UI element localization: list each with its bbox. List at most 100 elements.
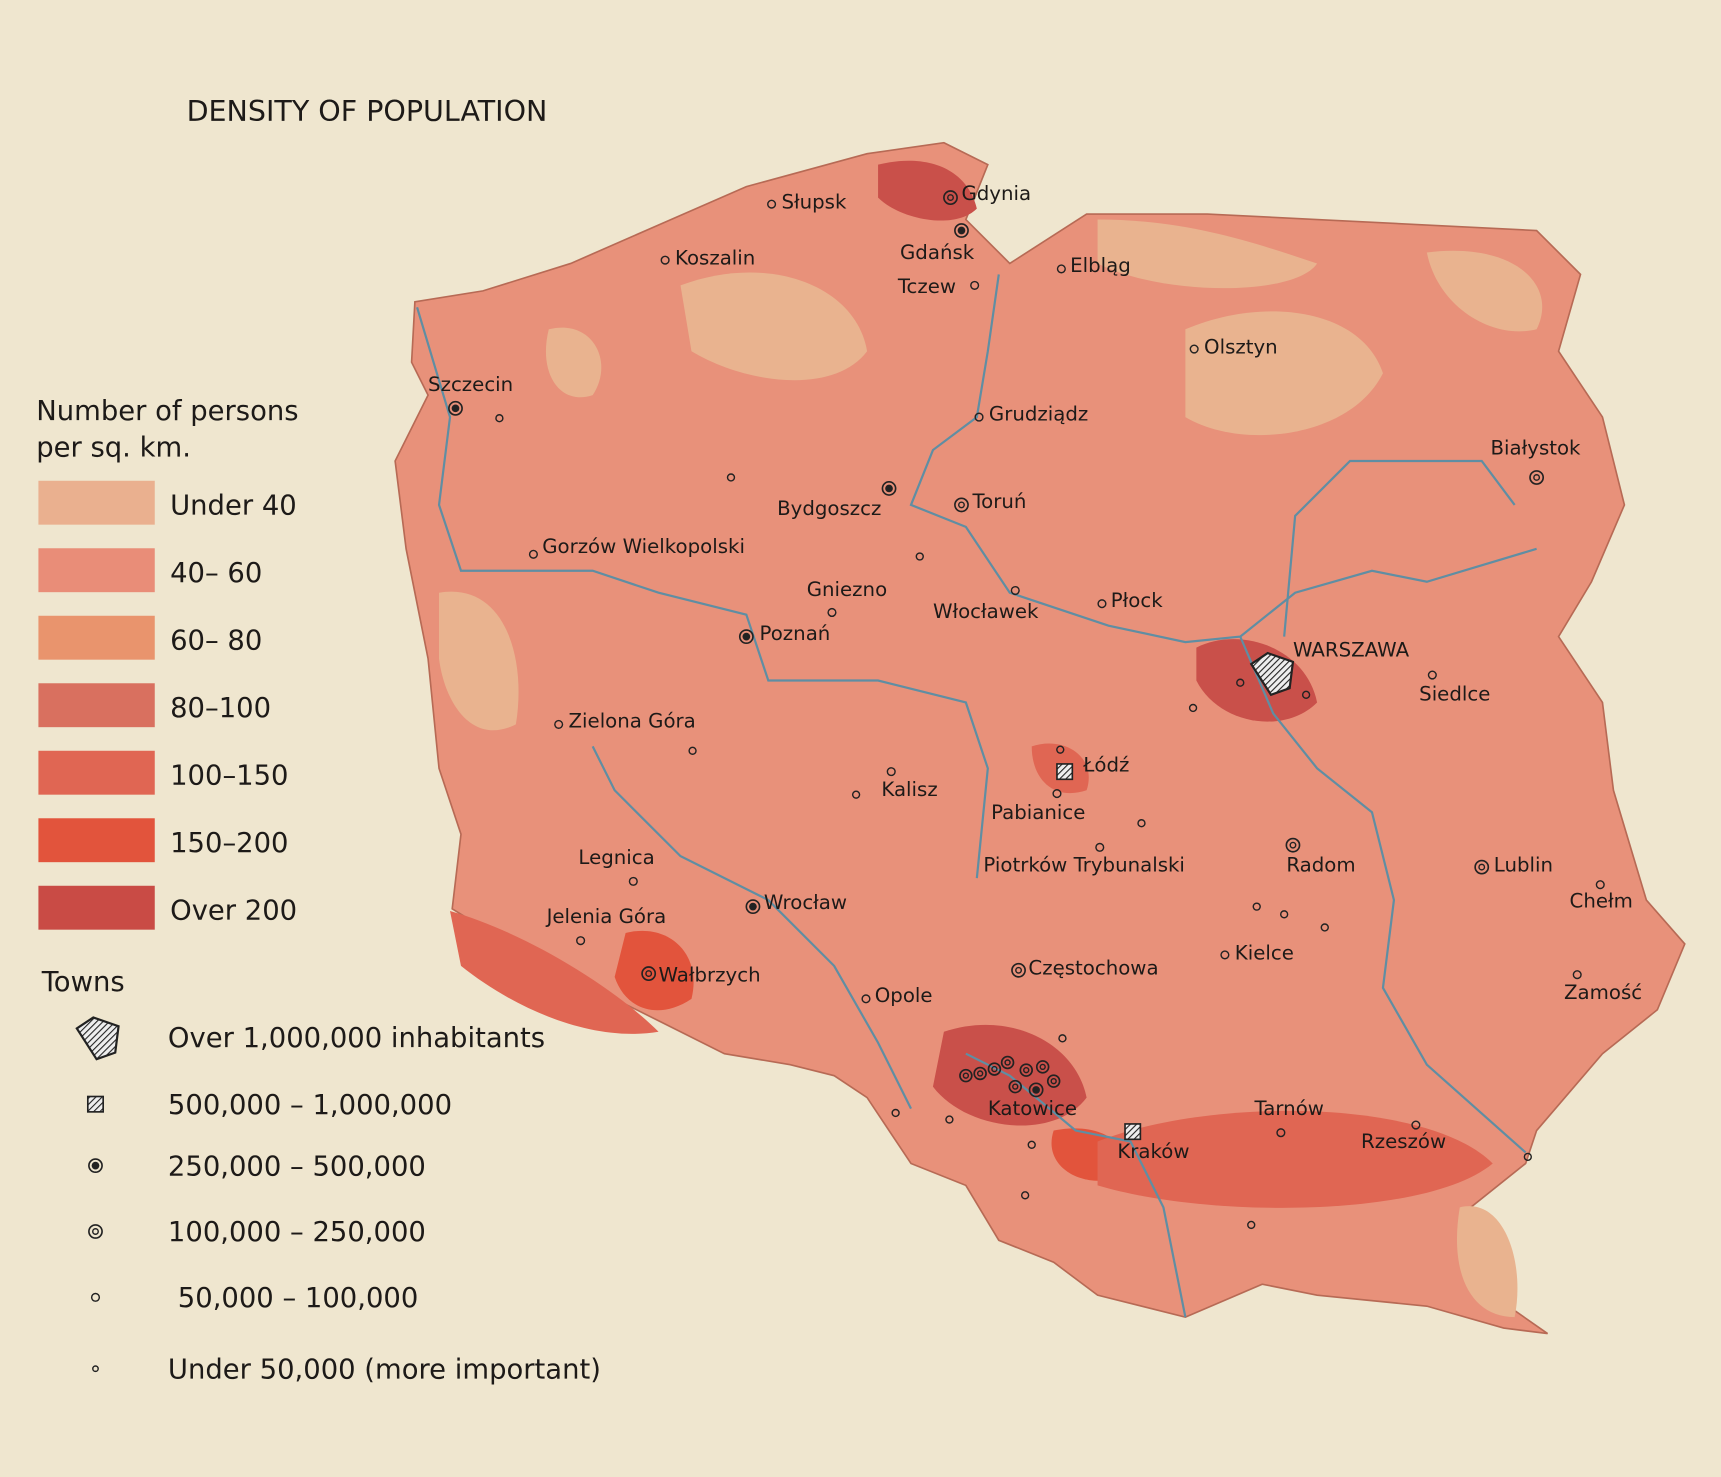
town-symbol <box>745 899 761 915</box>
town-label: Chełm <box>1570 890 1633 913</box>
town-symbol <box>885 484 893 493</box>
town-label: Gorzów Wielkopolski <box>542 535 745 558</box>
town-symbol <box>1032 1086 1040 1094</box>
town-label: Gdańsk <box>900 241 975 264</box>
town-symbol <box>1050 1077 1057 1085</box>
town-label: WARSZAWA <box>1293 638 1410 661</box>
town-symbol <box>75 1016 120 1061</box>
town-symbol <box>1058 1034 1067 1043</box>
town-symbol <box>1236 678 1245 687</box>
legend-swatch <box>38 615 155 660</box>
town-label: Tczew <box>897 275 956 298</box>
town-symbol <box>958 501 965 509</box>
town-symbol <box>1056 264 1066 274</box>
town-symbol <box>1095 842 1105 852</box>
town-label: Jelenia Góra <box>545 905 667 928</box>
town-symbol <box>1000 1055 1015 1070</box>
town-label: Łódź <box>1082 754 1129 777</box>
town-symbol <box>1285 837 1301 853</box>
town-symbol <box>742 632 751 641</box>
legend-title: Towns <box>41 967 125 998</box>
town-symbol <box>1276 1128 1286 1138</box>
town-symbol <box>962 1072 970 1079</box>
town-symbol <box>88 1224 103 1239</box>
town-symbol <box>1010 585 1020 596</box>
town-symbol <box>645 970 653 978</box>
legend-label: 500,000 – 1,000,000 <box>168 1090 452 1121</box>
town-symbol <box>1027 1140 1036 1149</box>
town-symbol <box>1533 474 1541 481</box>
town-symbol <box>1012 1083 1019 1090</box>
town-label: Kielce <box>1235 941 1294 964</box>
legend-label: 50,000 – 100,000 <box>178 1283 419 1314</box>
town-symbol <box>827 607 837 618</box>
town-symbol <box>1523 1152 1532 1162</box>
legend-title: per sq. km. <box>36 432 191 463</box>
town-symbol <box>851 790 861 799</box>
legend-label: 150–200 <box>170 828 288 859</box>
legend-label: 60– 80 <box>170 626 262 657</box>
low-density-areas <box>439 219 1543 1318</box>
town-label: Radom <box>1286 854 1355 877</box>
town-label: Białystok <box>1491 436 1582 459</box>
town-symbol <box>945 1115 954 1124</box>
town-label: Rzeszów <box>1361 1130 1446 1153</box>
town-symbol <box>1252 902 1261 911</box>
town-symbol <box>688 746 697 755</box>
town-label: Katowice <box>988 1097 1077 1120</box>
town-symbol <box>1097 599 1107 609</box>
town-symbol <box>1008 1079 1023 1094</box>
town-label: Toruń <box>971 490 1026 513</box>
town-label: Bydgoszcz <box>777 497 881 520</box>
town-symbol <box>1249 651 1295 697</box>
town-symbol <box>1279 910 1289 919</box>
town-label: Wrocław <box>764 891 847 914</box>
legend-symbol <box>86 1095 104 1113</box>
town-symbol <box>451 404 460 413</box>
legend-label: 100,000 – 250,000 <box>168 1217 426 1248</box>
town-symbol <box>1529 470 1545 485</box>
town-symbol <box>1124 1123 1142 1141</box>
town-label: Gdynia <box>961 182 1031 205</box>
town-symbol <box>1427 670 1437 680</box>
town-symbol <box>738 629 754 645</box>
town-label: Pabianice <box>991 801 1085 824</box>
town-symbol <box>974 412 984 422</box>
town-symbol <box>1595 880 1605 890</box>
town-symbol <box>91 1161 100 1170</box>
town-symbol <box>90 1292 101 1302</box>
legend-swatch <box>38 750 155 795</box>
legend-label: Under 40 <box>170 491 297 522</box>
town-symbol <box>976 1070 984 1077</box>
town-symbol <box>1056 763 1074 781</box>
town-symbol <box>528 549 538 559</box>
town-label: Zielona Góra <box>569 710 696 733</box>
town-symbol <box>1039 1063 1046 1071</box>
town-label: Tarnów <box>1254 1097 1324 1120</box>
town-label: Wałbrzych <box>659 963 761 986</box>
town-symbol <box>987 1062 1002 1076</box>
town-symbol <box>767 199 777 209</box>
legend-label: 80–100 <box>170 693 271 724</box>
rivers <box>416 274 1537 1318</box>
town-symbol <box>1028 1082 1044 1098</box>
town-label: Grudziądz <box>989 402 1088 425</box>
towns: Słupsk Gdynia Gdańsk Koszalin Elbląg Tczew Ols… <box>428 182 1642 1230</box>
town-symbol <box>1056 745 1065 754</box>
town-label: Siedlce <box>1419 682 1490 705</box>
town-symbol <box>886 767 896 777</box>
town-label: Legnica <box>578 846 654 869</box>
town-symbol <box>576 936 586 946</box>
legend-title: Number of persons <box>36 396 298 427</box>
legend-swatch <box>38 885 155 930</box>
town-symbol <box>726 473 736 482</box>
town-label: Lublin <box>1494 854 1553 877</box>
town-symbol <box>1474 859 1490 875</box>
town-symbol <box>1188 703 1198 713</box>
town-symbol <box>1289 841 1297 849</box>
town-symbol <box>1137 819 1146 828</box>
town-symbol <box>1189 344 1199 354</box>
town-symbol <box>749 902 757 911</box>
town-symbol <box>881 481 897 496</box>
